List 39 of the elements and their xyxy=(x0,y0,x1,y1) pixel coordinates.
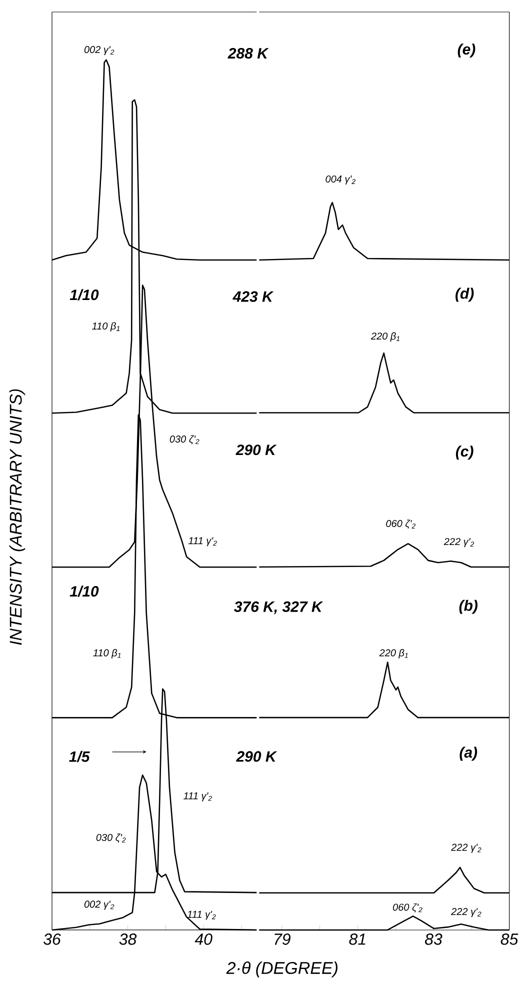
y-axis-title: INTENSITY (ARBITRARY UNITS) xyxy=(10,389,26,645)
annotation: 111 γ'$_{2}$ xyxy=(188,537,218,546)
annotation: 1/10 xyxy=(70,289,99,300)
annotation: 220 β$_{1}$ xyxy=(371,332,400,342)
annotation: 060 ζ'$_{2}$ xyxy=(386,520,416,529)
annotation: 222 γ'$_{2}$ xyxy=(444,538,474,548)
annotation: 290 K xyxy=(236,751,278,762)
text: 004 γ'$_{2}$ xyxy=(326,175,356,185)
annotation: (c) xyxy=(456,446,474,460)
annotation: 110 β$_{1}$ xyxy=(93,649,121,658)
annotation: 030 ζ'$_{2}$ xyxy=(170,435,200,444)
x-tick-label: 38 xyxy=(120,934,137,945)
x-tick-label: 79 xyxy=(274,934,291,945)
annotation: 110 β$_{1}$ xyxy=(92,322,120,332)
x-tick-label: 85 xyxy=(501,934,518,945)
text: 002 γ'$_{2}$ xyxy=(84,46,114,56)
annotation: 222 γ'$_{2}$ xyxy=(451,844,482,853)
annotation: (b) xyxy=(460,600,478,614)
annotation: 222 γ'$_{2}$ xyxy=(451,908,482,918)
annotation: (d) xyxy=(456,288,474,302)
annotation: 290 K xyxy=(236,444,278,456)
annotation: 376 K, 327 K xyxy=(234,601,324,614)
x-tick-label: 40 xyxy=(195,934,213,945)
text: (e) xyxy=(458,44,476,58)
annotation: 1/5 xyxy=(69,750,90,762)
annotation: 423 K xyxy=(232,291,274,302)
annotation: 002 γ'$_{2}$ xyxy=(84,900,114,910)
x-tick-label: 36 xyxy=(44,934,62,945)
annotation: 111 γ'$_{2}$ xyxy=(184,792,212,802)
annotation: 030 ζ'$_{2}$ xyxy=(96,834,126,843)
x-axis-title: 2·θ (DEGREE) xyxy=(226,962,338,978)
annotation: 220 β$_{1}$ xyxy=(379,649,408,658)
annotation: 1/10 xyxy=(70,586,99,597)
x-tick-label: 83 xyxy=(425,934,442,945)
text: 288 K xyxy=(228,48,270,59)
annotation: 060 ζ'$_{2}$ xyxy=(393,903,423,912)
annotation: (a) xyxy=(460,746,478,761)
annotation: 111 γ'$_{2}$ xyxy=(188,910,216,920)
x-tick-label: 81 xyxy=(349,934,366,945)
